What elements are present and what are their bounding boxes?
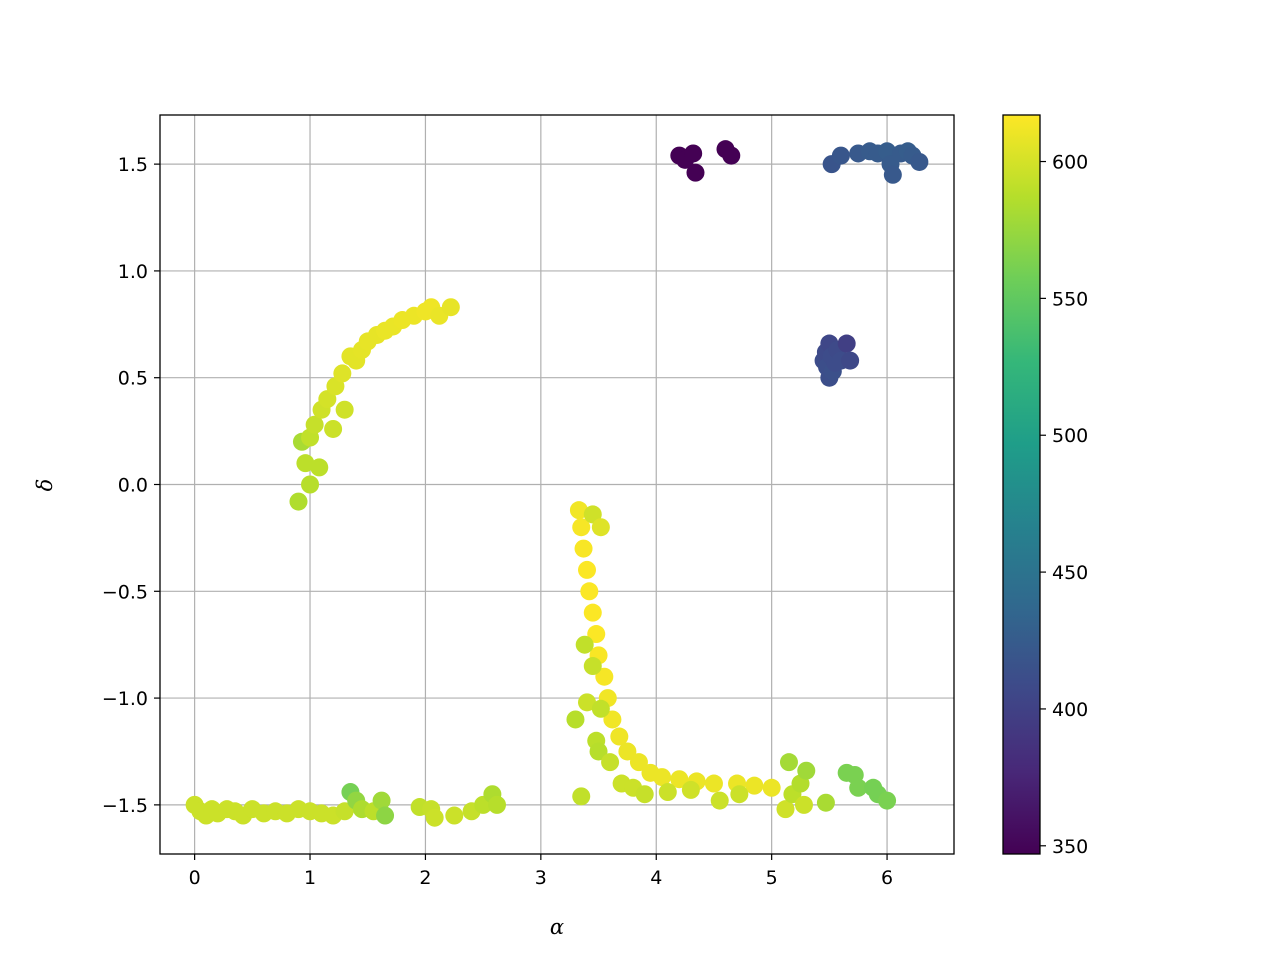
data-point (376, 806, 395, 825)
data-point (305, 415, 324, 434)
y-tick-label: −1.0 (102, 688, 148, 710)
data-point (762, 778, 781, 797)
data-point (574, 539, 593, 558)
y-tick-label: 1.0 (118, 261, 148, 283)
data-point (580, 582, 599, 601)
data-point (779, 753, 798, 772)
data-point (333, 364, 352, 383)
data-point (575, 635, 594, 654)
y-axis-ticks: −1.5 −1.0 −0.5 0.0 0.5 1.0 1.5 (102, 154, 160, 817)
data-point (730, 785, 749, 804)
data-point (878, 791, 897, 810)
data-point (335, 400, 354, 419)
data-point (794, 795, 813, 814)
colorbar-ticks: 350 400 450 500 550 600 (1040, 152, 1088, 858)
data-point (610, 727, 629, 746)
data-point (618, 742, 637, 761)
data-point (704, 774, 723, 793)
data-point (681, 780, 700, 799)
data-point (635, 785, 654, 804)
data-point (629, 753, 648, 772)
data-point (583, 603, 602, 622)
data-point (841, 351, 860, 370)
colorbar-tick-label: 350 (1052, 836, 1088, 858)
data-point (595, 667, 614, 686)
data-point (425, 808, 444, 827)
data-point (653, 768, 672, 787)
data-point (587, 625, 606, 644)
colorbar (1002, 114, 1041, 855)
x-tick-label: 0 (189, 867, 201, 889)
data-point (603, 710, 622, 729)
data-point (301, 475, 320, 494)
data-point (572, 518, 591, 537)
data-point (324, 419, 343, 438)
y-axis-label: δ (33, 479, 57, 492)
data-point (296, 454, 315, 473)
data-point (797, 761, 816, 780)
x-tick-label: 1 (304, 867, 316, 889)
x-tick-label: 2 (419, 867, 431, 889)
colorbar-tick-label: 450 (1052, 562, 1088, 584)
data-point (589, 742, 608, 761)
x-tick-label: 5 (766, 867, 778, 889)
data-point (776, 800, 795, 819)
data-point (569, 501, 588, 520)
colorbar-tick-label: 600 (1052, 152, 1088, 174)
data-point (601, 753, 620, 772)
data-point (591, 518, 610, 537)
data-point (849, 778, 868, 797)
data-point (710, 791, 729, 810)
colorbar-tick-label: 500 (1052, 425, 1088, 447)
x-tick-label: 4 (650, 867, 662, 889)
data-point (591, 699, 610, 718)
data-point (289, 492, 308, 511)
data-point (441, 298, 460, 317)
data-point (684, 144, 703, 163)
data-point (583, 657, 602, 676)
data-point (318, 390, 337, 409)
y-tick-label: 0.5 (118, 368, 148, 390)
data-point (745, 776, 764, 795)
x-axis-label: α (550, 915, 564, 939)
data-point (837, 334, 856, 353)
data-point (883, 165, 902, 184)
data-point (372, 791, 391, 810)
data-point (310, 458, 329, 477)
data-point (831, 146, 850, 165)
data-point (578, 560, 597, 579)
y-tick-label: −1.5 (102, 795, 148, 817)
y-tick-label: 0.0 (118, 475, 148, 497)
x-axis-ticks: 0 1 2 3 4 5 6 (189, 854, 893, 889)
data-point (335, 802, 354, 821)
grid-lines (160, 115, 954, 854)
colorbar-tick-label: 400 (1052, 699, 1088, 721)
y-tick-label: 1.5 (118, 154, 148, 176)
data-point (722, 146, 741, 165)
data-point (445, 806, 464, 825)
data-point (910, 152, 929, 171)
data-point (566, 710, 585, 729)
data-point (816, 793, 835, 812)
data-point (583, 505, 602, 524)
data-point (670, 770, 689, 789)
x-tick-label: 6 (881, 867, 893, 889)
data-point (572, 787, 591, 806)
data-point (487, 795, 506, 814)
y-tick-label: −0.5 (102, 581, 148, 603)
data-points (185, 140, 929, 827)
data-point (578, 693, 597, 712)
data-point (658, 783, 677, 802)
colorbar-tick-label: 550 (1052, 288, 1088, 310)
data-point (686, 163, 705, 182)
x-tick-label: 3 (535, 867, 547, 889)
